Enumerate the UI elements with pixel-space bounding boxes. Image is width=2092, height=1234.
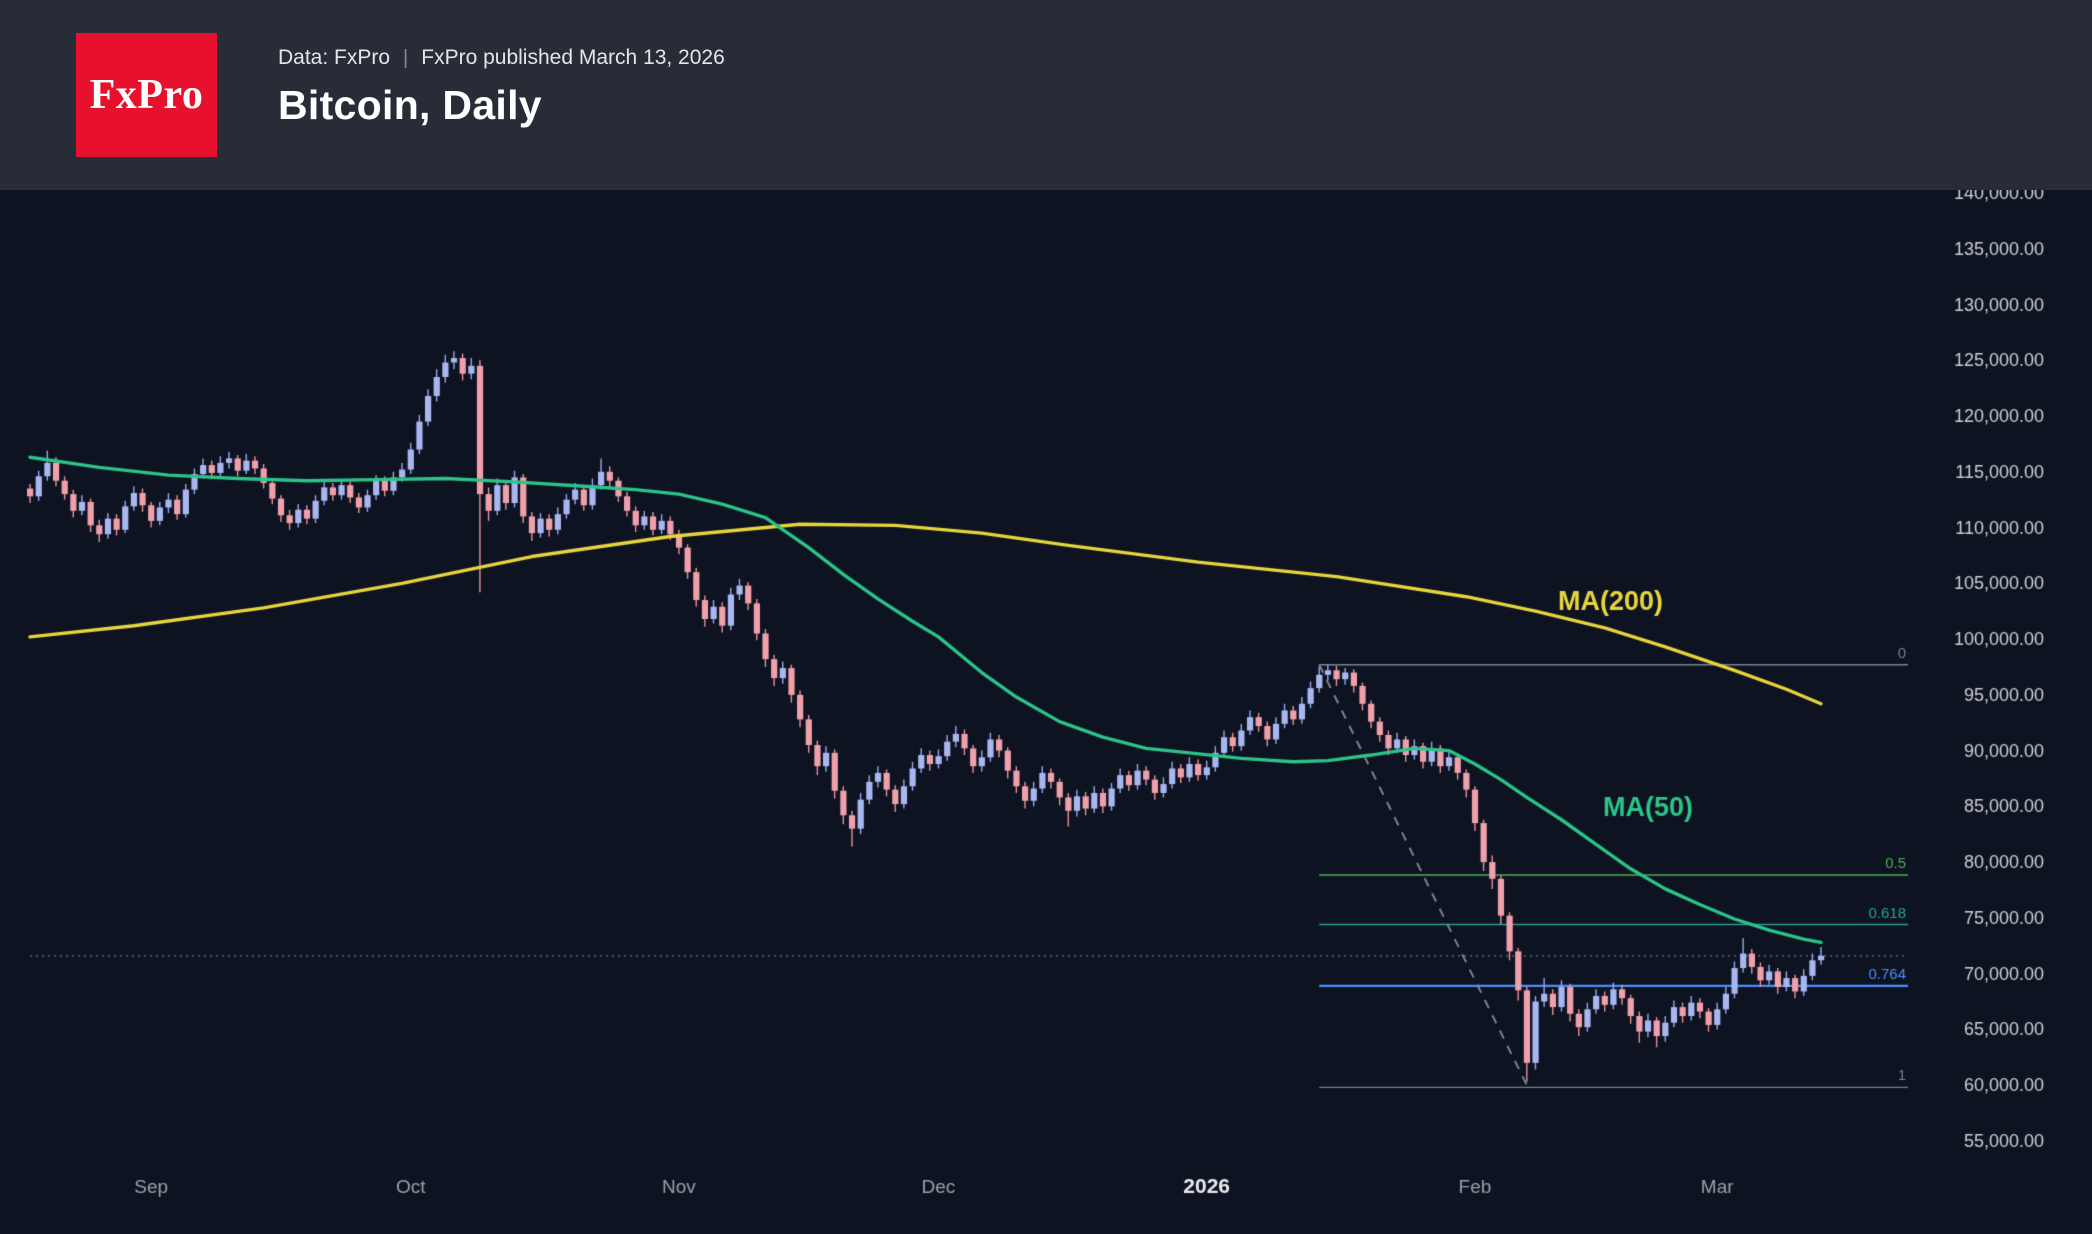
source-line: Data: FxPro | FxPro published March 13, … bbox=[278, 46, 725, 70]
candlestick-chart-canvas[interactable] bbox=[0, 190, 2092, 1234]
published-label: FxPro published March 13, 2026 bbox=[421, 46, 725, 69]
header-text-block: Data: FxPro | FxPro published March 13, … bbox=[278, 46, 725, 129]
data-source-label: Data: FxPro bbox=[278, 46, 391, 69]
page-title: Bitcoin, Daily bbox=[278, 82, 542, 128]
fxpro-logo: FxPro bbox=[76, 33, 217, 157]
separator: | bbox=[403, 46, 409, 69]
chart-header: FxPro Data: FxPro | FxPro published Marc… bbox=[0, 0, 2092, 190]
fxpro-logo-text: FxPro bbox=[89, 72, 204, 118]
chart-area[interactable] bbox=[0, 190, 2092, 1234]
